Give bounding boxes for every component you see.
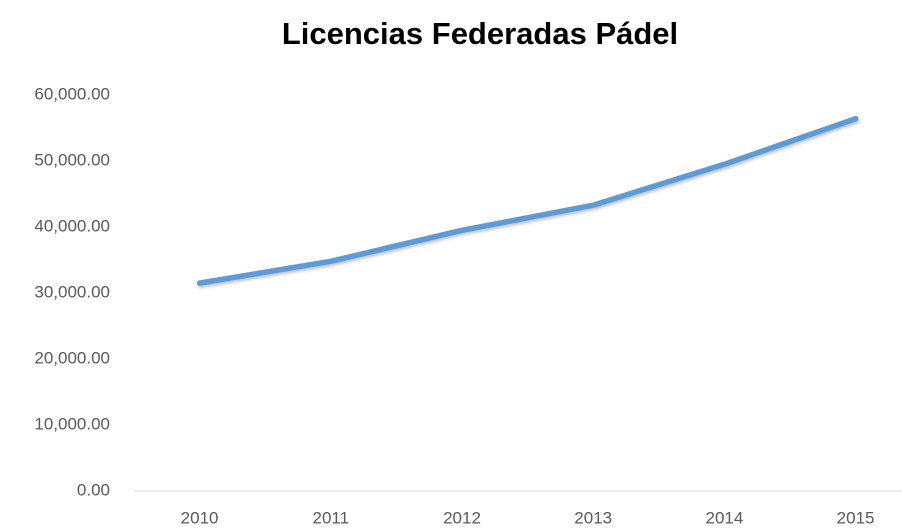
x-tick-label: 2010 xyxy=(181,508,219,527)
y-tick-label: 30,000.00 xyxy=(34,282,110,301)
y-tick-label: 0.00 xyxy=(77,480,110,499)
x-tick-label: 2012 xyxy=(443,508,481,527)
y-tick-label: 40,000.00 xyxy=(34,216,110,235)
chart-title: Licencias Federadas Pádel xyxy=(282,16,678,51)
y-tick-label: 50,000.00 xyxy=(34,150,110,169)
x-tick-label: 2011 xyxy=(313,508,350,527)
x-tick-label: 2014 xyxy=(705,508,743,527)
data-line xyxy=(196,116,859,286)
y-tick-label: 20,000.00 xyxy=(34,348,110,367)
y-tick-label: 10,000.00 xyxy=(34,414,110,433)
y-tick-label: 60,000.00 xyxy=(34,84,110,103)
x-tick-label: 2015 xyxy=(837,508,875,527)
x-tick-label: 2013 xyxy=(574,508,612,527)
